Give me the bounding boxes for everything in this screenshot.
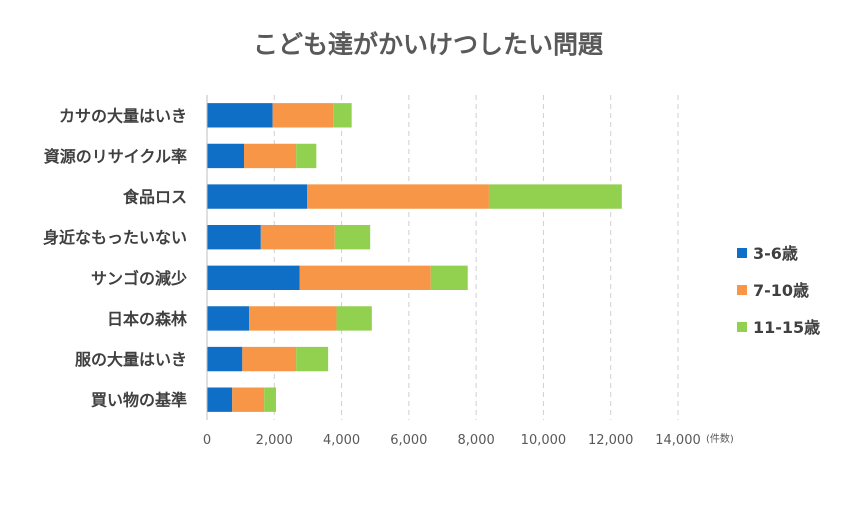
x-tick-label: 10,000 (521, 433, 567, 448)
bar-segment (244, 143, 297, 169)
legend-swatch (737, 285, 747, 295)
x-unit-label: (件数) (706, 432, 734, 445)
category-label: 食品ロス (122, 188, 187, 207)
bar-segment (296, 346, 329, 372)
chart-title: こども達がかいけつしたい問題 (253, 30, 604, 59)
bar-segment (264, 387, 276, 412)
legend-swatch (737, 322, 747, 332)
x-tick-label: 2,000 (256, 433, 293, 448)
category-label: 日本の森林 (107, 309, 187, 328)
category-label: 服の大量はいき (75, 350, 187, 369)
category-label: 身近なもったいない (43, 228, 187, 247)
x-tick-label: 14,000 (655, 433, 701, 448)
bar-segment (207, 387, 233, 412)
category-label: サンゴの減少 (91, 269, 187, 288)
x-tick-label: 8,000 (458, 433, 495, 448)
bars (207, 103, 622, 412)
x-tick-label: 4,000 (323, 433, 360, 448)
bar-segment (207, 306, 250, 331)
bar-segment (430, 265, 468, 290)
bar-segment (232, 387, 265, 412)
bar-segment (299, 265, 431, 290)
bar-segment (336, 306, 372, 331)
bar-segment (207, 143, 245, 169)
category-label: 資源のリサイクル率 (44, 147, 187, 166)
legend-swatch (737, 248, 747, 258)
bar-segment (207, 225, 261, 250)
bar-segment (333, 103, 352, 128)
x-tick-label: 6,000 (390, 433, 427, 448)
bar-segment (207, 184, 308, 209)
legend-label: 7-10歳 (753, 281, 809, 300)
bar-segment (334, 225, 371, 250)
legend: 3-6歳 7-10歳 11-15歳 (737, 244, 820, 337)
bar-segment (296, 143, 317, 169)
category-labels: カサの大量はいき資源のリサイクル率食品ロス身近なもったいないサンゴの減少日本の森… (43, 106, 187, 409)
legend-label: 3-6歳 (753, 244, 798, 263)
gridlines (273, 95, 679, 420)
bar-segment (307, 184, 489, 209)
bar-segment (249, 306, 337, 331)
bar-segment (260, 225, 335, 250)
bar-segment (488, 184, 622, 209)
category-label: カサの大量はいき (59, 106, 187, 125)
bar-segment (207, 265, 300, 290)
bar-segment (207, 103, 273, 128)
x-tick-label: 12,000 (588, 433, 634, 448)
x-tick-labels: 0 2,000 4,000 6,000 8,000 10,000 12,000 14,000 (203, 433, 701, 448)
bar-segment (207, 346, 243, 372)
bar-segment (242, 346, 297, 372)
category-label: 買い物の基準 (91, 391, 187, 410)
bar-segment (272, 103, 334, 128)
x-tick-label: 0 (203, 433, 211, 448)
legend-label: 11-15歳 (753, 318, 820, 337)
